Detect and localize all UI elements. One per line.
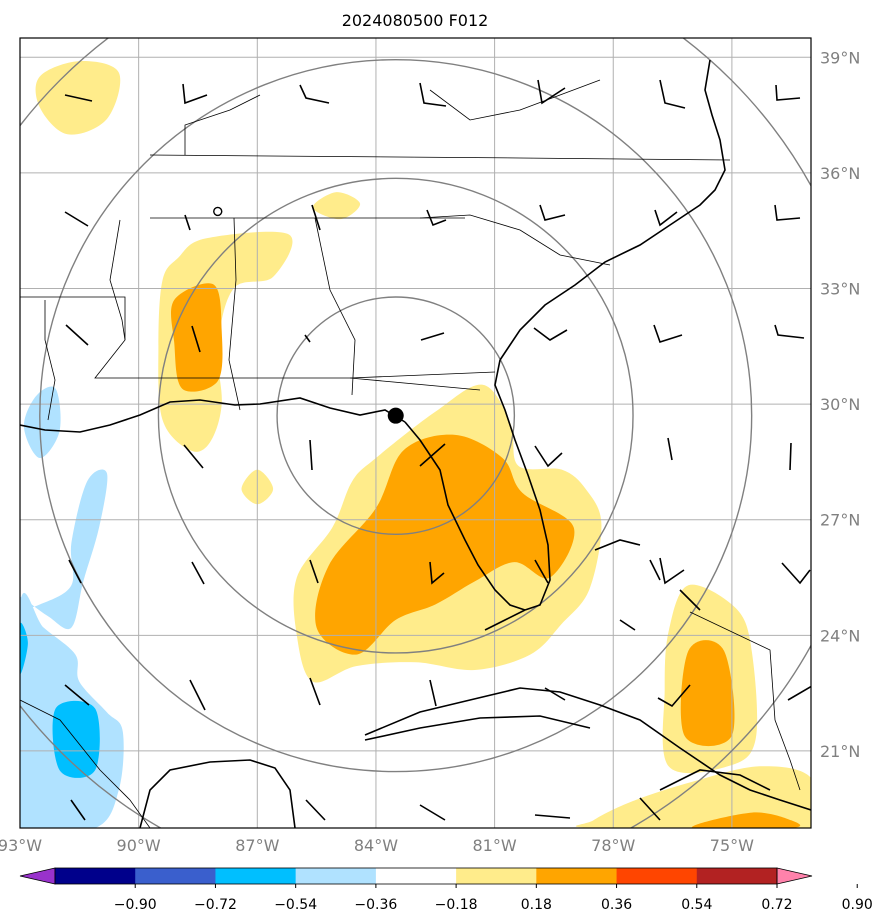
border-miss-river [109, 219, 126, 341]
wind-barbs [64, 79, 811, 821]
range-ring [157, 177, 634, 654]
colorbar-extend-high [776, 867, 813, 885]
colorbar-extend-low [19, 867, 56, 885]
longitude-ticks: 93°W 90°W 87°W 84°W 81°W 78°W 75°W [0, 836, 754, 855]
map-frame [19, 37, 812, 829]
border-ga-fl [349, 371, 496, 379]
colorbar-tick-label: −0.18 [435, 897, 478, 913]
contour-gulf-southwest-core [52, 700, 100, 778]
colorbar-bin [295, 868, 377, 884]
colorbar-bin [55, 868, 136, 884]
coast-cuba [364, 687, 811, 811]
coast-cuba-south [364, 715, 591, 741]
chart-title: 2024080500 F012 [342, 11, 489, 30]
lon-tick-label: 75°W [710, 836, 754, 855]
markers [213, 206, 404, 424]
field-contours [20, 61, 811, 828]
lon-tick-label: 87°W [235, 836, 279, 855]
lon-tick-label: 93°W [0, 836, 42, 855]
lat-tick-label: 21°N [820, 742, 860, 761]
coast-bahamas [594, 539, 701, 631]
wind-barb [183, 437, 792, 471]
border-mexico [20, 699, 151, 828]
colorbar-tick-label: −0.90 [114, 897, 157, 913]
colorbar-tick-label: 0.18 [521, 897, 552, 913]
border-gulf-states [20, 296, 481, 391]
colorbar: −0.90 −0.72 −0.54 −0.36 −0.18 0.18 0.36 0.54 0.7… [19, 867, 873, 913]
small-marker [213, 206, 223, 217]
wind-barb [64, 79, 801, 109]
range-ring [39, 59, 753, 773]
colorbar-tick-label: 0.54 [681, 897, 712, 913]
contour-mississippi-band [158, 231, 293, 452]
colorbar-tick-label: −0.54 [274, 897, 317, 913]
coast-keys [484, 609, 526, 631]
range-rings [20, 38, 811, 828]
border-nc-va [149, 154, 731, 161]
contour-central-gulf-florida-core [315, 434, 575, 655]
colorbar-bin [215, 868, 296, 884]
colorbar-tick-label: −0.36 [354, 897, 397, 913]
lon-tick-label: 78°W [591, 836, 635, 855]
colorbar-bin [696, 868, 778, 884]
border-carolinas [419, 214, 611, 266]
coast-hispaniola [659, 769, 771, 791]
lat-tick-label: 24°N [820, 626, 860, 645]
contour-cuba-south-core [692, 812, 801, 828]
lat-tick-label: 27°N [820, 511, 860, 530]
range-ring [276, 296, 516, 536]
coast-gulf-north [20, 397, 406, 433]
coast-atlantic [499, 59, 726, 361]
state-borders [20, 79, 801, 828]
colorbar-bin [135, 868, 216, 884]
graticule [20, 38, 811, 828]
coast-yucatan [139, 759, 296, 828]
colorbar-bin [456, 868, 537, 884]
border-ms-al [228, 217, 241, 411]
border-ky-tn [184, 94, 261, 155]
wind-barb [65, 324, 805, 353]
lat-tick-label: 36°N [820, 164, 860, 183]
colorbar-tick-label: 0.72 [761, 897, 792, 913]
border-tx-la [44, 300, 56, 421]
colorbar-tick-label: −0.72 [194, 897, 237, 913]
border-cuba-outline [689, 611, 801, 791]
lon-tick-label: 81°W [473, 836, 517, 855]
border-al-ga [314, 217, 356, 396]
lon-tick-label: 84°W [354, 836, 398, 855]
lat-tick-label: 39°N [820, 48, 860, 67]
contour-bahamas-core [680, 640, 735, 747]
storm-center-marker [387, 407, 404, 424]
wind-barb [64, 677, 811, 711]
lon-tick-label: 90°W [117, 836, 161, 855]
border-va-wv [429, 79, 601, 121]
contour-mississippi-core [170, 283, 223, 392]
wind-barb [68, 557, 811, 585]
coastline [20, 59, 811, 828]
contour-texas-louisiana-west [20, 469, 108, 629]
contour-georgia-blob [312, 192, 361, 220]
latitude-ticks: 21°N 24°N 27°N 30°N 33°N 36°N 39°N [820, 48, 860, 761]
coast-florida-west [404, 421, 526, 611]
colorbar-tick-label: 0.90 [842, 897, 873, 913]
colorbar-bin [375, 868, 457, 884]
coast-florida-east [494, 359, 551, 611]
map-area [20, 38, 811, 828]
lat-tick-label: 30°N [820, 395, 860, 414]
lat-tick-label: 33°N [820, 279, 860, 298]
colorbar-frame [54, 867, 778, 885]
wind-barb [70, 797, 661, 821]
wind-barb [64, 204, 801, 231]
colorbar-bin [616, 868, 698, 884]
colorbar-bin [536, 868, 617, 884]
colorbar-tick-label: 0.36 [601, 897, 632, 913]
